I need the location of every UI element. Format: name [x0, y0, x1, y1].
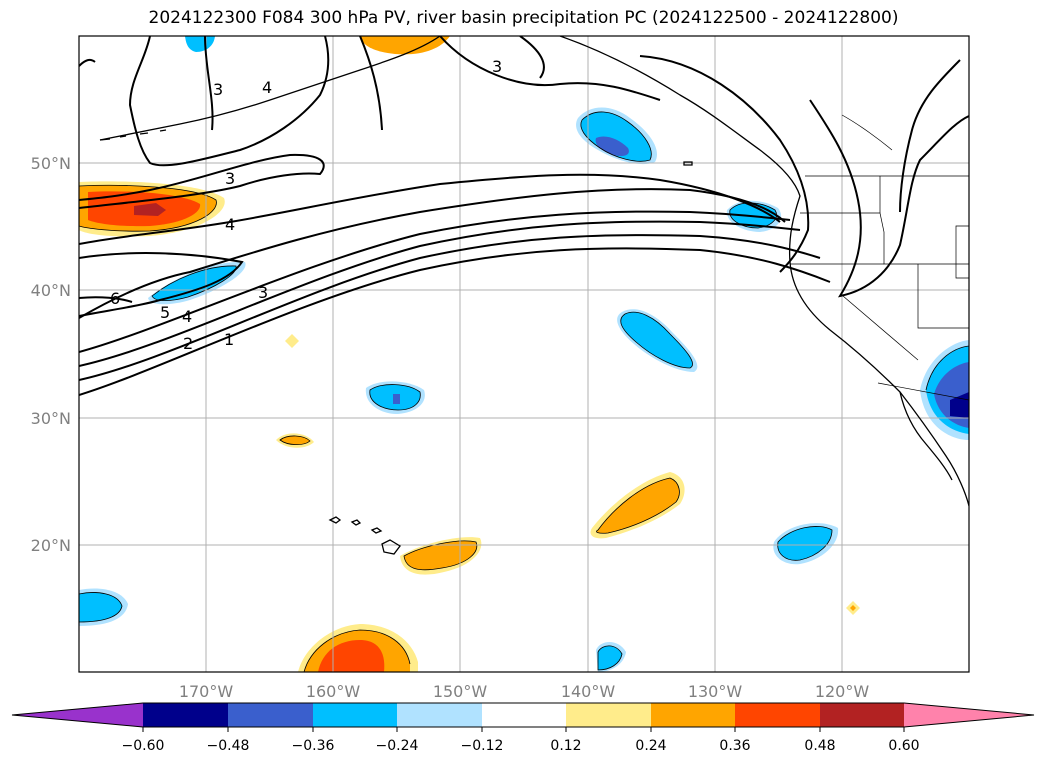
contour-label: 4 — [182, 307, 192, 326]
map-area: 3 4 3 3 4 6 5 4 3 2 1 — [79, 36, 969, 672]
colorbar-tick-label: 0.24 — [635, 738, 666, 754]
lat-label: 30°N — [31, 409, 71, 428]
pv-contours — [79, 36, 969, 396]
lon-label: 120°W — [815, 682, 870, 701]
lat-label: 20°N — [31, 536, 71, 555]
colorbar: −0.60 −0.48 −0.36 −0.24 −0.12 0.12 0.24 … — [11, 702, 1035, 754]
lat-labels: 50°N 40°N 30°N 20°N — [31, 154, 71, 555]
lon-labels: 170°W 160°W 150°W 140°W 130°W 120°W — [179, 682, 870, 701]
political-borders — [790, 114, 969, 401]
lat-label: 50°N — [31, 154, 71, 173]
colorbar-tick-label: −0.24 — [376, 738, 419, 754]
contour-label: 3 — [213, 80, 223, 99]
colorbar-tick-label: 0.36 — [719, 738, 750, 754]
colorbar-tick-label: −0.48 — [207, 738, 250, 754]
lon-label: 150°W — [433, 682, 488, 701]
contour-label: 1 — [224, 330, 234, 349]
map-title: 2024122300 F084 300 hPa PV, river basin … — [148, 8, 899, 28]
lon-label: 160°W — [306, 682, 361, 701]
contour-label: 6 — [110, 289, 120, 308]
colorbar-extend-low — [12, 703, 143, 727]
contour-label: 5 — [160, 303, 170, 322]
contour-label: 3 — [225, 169, 235, 188]
contour-label: 4 — [262, 78, 272, 97]
colorbar-tick-label: 0.48 — [804, 738, 835, 754]
colorbar-tick-label: 0.12 — [550, 738, 581, 754]
contour-label: 3 — [492, 57, 502, 76]
contour-label: 3 — [258, 283, 268, 302]
lon-label: 130°W — [688, 682, 743, 701]
lat-label: 40°N — [31, 281, 71, 300]
colorbar-extend-high — [904, 703, 1034, 727]
colorbar-tick-label: −0.12 — [461, 738, 504, 754]
colorbar-tick-label: 0.60 — [888, 738, 919, 754]
pv-contour-labels: 3 4 3 3 4 6 5 4 3 2 1 — [110, 57, 502, 353]
contour-label: 4 — [225, 215, 235, 234]
contour-label: 2 — [183, 334, 193, 353]
map-frame — [78, 35, 970, 673]
lon-label: 140°W — [561, 682, 616, 701]
precip-shading — [79, 36, 969, 672]
colorbar-tick-label: −0.60 — [122, 738, 165, 754]
colorbar-tick-label: −0.36 — [292, 738, 335, 754]
gridlines — [79, 36, 969, 672]
lon-label: 170°W — [179, 682, 234, 701]
